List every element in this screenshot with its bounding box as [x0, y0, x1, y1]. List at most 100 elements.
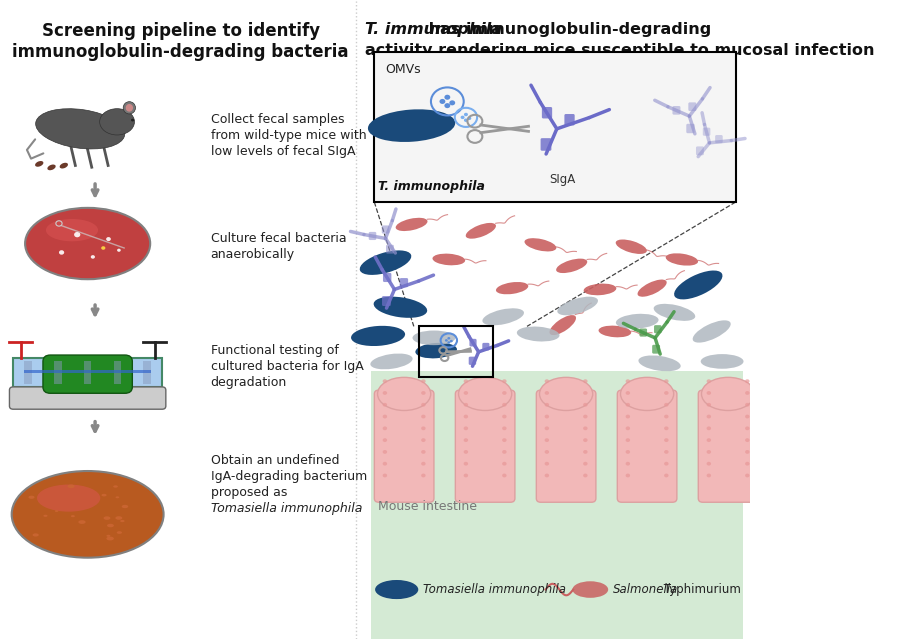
Ellipse shape	[572, 581, 608, 598]
Circle shape	[664, 391, 669, 395]
Circle shape	[502, 438, 507, 442]
Circle shape	[464, 415, 468, 419]
Circle shape	[583, 462, 588, 466]
Ellipse shape	[123, 102, 136, 114]
Circle shape	[706, 462, 711, 466]
Text: OMVs: OMVs	[385, 63, 421, 76]
Circle shape	[382, 474, 387, 477]
Circle shape	[445, 95, 450, 100]
FancyBboxPatch shape	[687, 124, 695, 133]
Circle shape	[745, 438, 750, 442]
Circle shape	[464, 118, 468, 122]
Ellipse shape	[101, 246, 105, 250]
Ellipse shape	[115, 516, 122, 520]
Circle shape	[544, 391, 549, 395]
Ellipse shape	[374, 297, 428, 318]
Circle shape	[706, 450, 711, 454]
Text: from wild-type mice with: from wild-type mice with	[211, 129, 366, 142]
Text: cultured bacteria for IgA: cultured bacteria for IgA	[211, 360, 364, 373]
Ellipse shape	[55, 510, 58, 512]
Circle shape	[502, 450, 507, 454]
Ellipse shape	[637, 280, 667, 297]
Circle shape	[583, 426, 588, 430]
Circle shape	[502, 380, 507, 383]
Circle shape	[464, 474, 468, 477]
Ellipse shape	[115, 497, 120, 499]
Circle shape	[382, 415, 387, 419]
Ellipse shape	[32, 533, 39, 536]
Ellipse shape	[416, 343, 457, 358]
Circle shape	[664, 462, 669, 466]
Text: activity rendering mice susceptible to mucosal infection: activity rendering mice susceptible to m…	[364, 43, 874, 58]
Ellipse shape	[653, 304, 696, 321]
Bar	[143, 362, 151, 384]
Circle shape	[626, 474, 630, 477]
Circle shape	[664, 415, 669, 419]
Circle shape	[583, 380, 588, 383]
Circle shape	[464, 391, 468, 395]
Ellipse shape	[701, 378, 755, 410]
Circle shape	[544, 462, 549, 466]
Circle shape	[544, 380, 549, 383]
Circle shape	[421, 391, 426, 395]
Circle shape	[382, 450, 387, 454]
Bar	[14, 358, 162, 387]
Circle shape	[467, 116, 472, 120]
Ellipse shape	[412, 330, 455, 345]
Text: T. immunophila: T. immunophila	[364, 22, 501, 36]
FancyBboxPatch shape	[383, 273, 392, 282]
Ellipse shape	[104, 516, 111, 520]
Ellipse shape	[550, 315, 576, 335]
Circle shape	[706, 380, 711, 383]
Ellipse shape	[433, 253, 465, 266]
Circle shape	[664, 426, 669, 430]
Ellipse shape	[74, 232, 80, 237]
Circle shape	[445, 103, 450, 108]
Circle shape	[502, 391, 507, 395]
Bar	[24, 371, 151, 372]
Text: has immunoglobulin-degrading: has immunoglobulin-degrading	[423, 22, 711, 36]
Ellipse shape	[120, 520, 124, 522]
Ellipse shape	[36, 109, 125, 149]
Ellipse shape	[638, 355, 680, 371]
Bar	[54, 362, 61, 384]
Circle shape	[502, 403, 507, 406]
Circle shape	[745, 391, 750, 395]
Text: degradation: degradation	[211, 376, 287, 389]
Circle shape	[464, 403, 468, 406]
Circle shape	[421, 415, 426, 419]
Circle shape	[745, 415, 750, 419]
Text: Obtain an undefined: Obtain an undefined	[211, 454, 339, 467]
Circle shape	[706, 415, 711, 419]
Circle shape	[382, 462, 387, 466]
Circle shape	[464, 426, 468, 430]
Circle shape	[664, 438, 669, 442]
Ellipse shape	[556, 259, 588, 273]
FancyBboxPatch shape	[716, 135, 723, 143]
Circle shape	[502, 462, 507, 466]
Ellipse shape	[616, 239, 647, 254]
Ellipse shape	[25, 208, 150, 279]
FancyBboxPatch shape	[672, 106, 680, 115]
Ellipse shape	[557, 297, 598, 316]
Circle shape	[421, 462, 426, 466]
Circle shape	[706, 438, 711, 442]
FancyBboxPatch shape	[374, 52, 735, 202]
Ellipse shape	[126, 104, 133, 111]
FancyBboxPatch shape	[374, 390, 434, 502]
Circle shape	[464, 113, 468, 116]
Circle shape	[464, 438, 468, 442]
Text: Typhimurium: Typhimurium	[660, 583, 741, 596]
Ellipse shape	[78, 520, 86, 524]
Circle shape	[745, 403, 750, 406]
Ellipse shape	[377, 378, 431, 410]
Text: Functional testing of: Functional testing of	[211, 344, 338, 357]
Ellipse shape	[106, 536, 114, 540]
Circle shape	[382, 391, 387, 395]
Ellipse shape	[598, 326, 631, 337]
FancyBboxPatch shape	[382, 225, 390, 234]
Circle shape	[464, 462, 468, 466]
Ellipse shape	[68, 484, 75, 488]
Text: IgA-degrading bacterium: IgA-degrading bacterium	[211, 470, 367, 483]
Ellipse shape	[396, 218, 428, 231]
